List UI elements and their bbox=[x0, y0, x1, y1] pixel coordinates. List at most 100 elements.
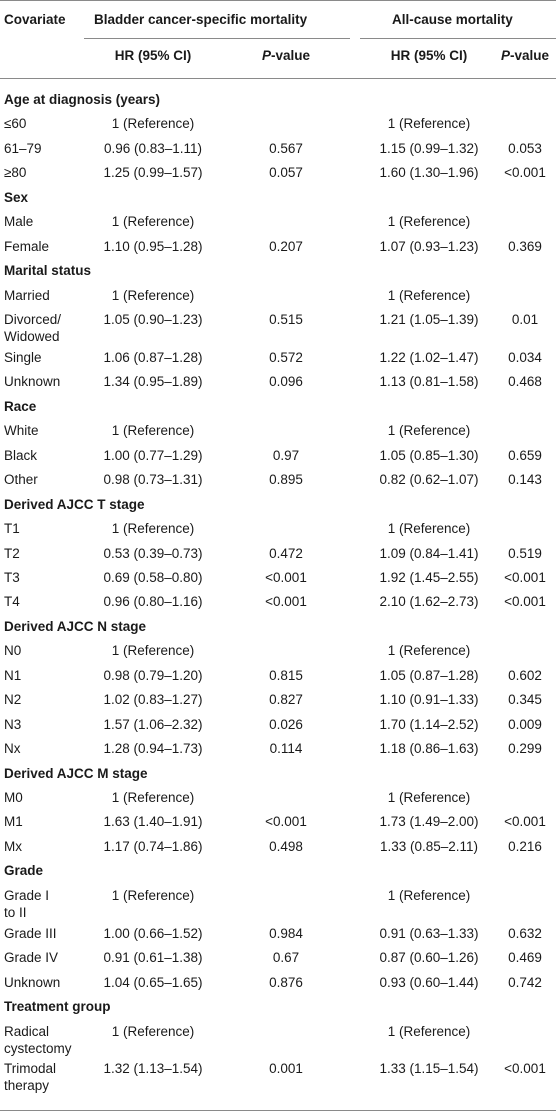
pvalue-allcause: 0.602 bbox=[508, 667, 542, 683]
hr-allcause: 1 (Reference) bbox=[387, 521, 471, 537]
hr-bladder: 1.32 (1.13–1.54) bbox=[103, 1061, 203, 1077]
covariate-label: Married bbox=[4, 287, 50, 303]
pvalue-bladder: 0.572 bbox=[269, 349, 303, 365]
covariate-label: M1 bbox=[4, 814, 23, 830]
covariate-label: T2 bbox=[4, 545, 20, 561]
covariate-label: N2 bbox=[4, 692, 22, 708]
section-label: Derived AJCC T stage bbox=[4, 496, 145, 512]
pvalue-allcause: 0.034 bbox=[508, 349, 542, 365]
covariate-label: Female bbox=[4, 238, 50, 254]
hr-allcause: 1.22 (1.02–1.47) bbox=[379, 349, 479, 365]
hr-bladder: 1 (Reference) bbox=[111, 423, 195, 439]
pvalue-allcause: <0.001 bbox=[504, 814, 546, 830]
covariate-label: N0 bbox=[4, 643, 22, 659]
hr-allcause: 1.05 (0.85–1.30) bbox=[379, 447, 479, 463]
hr-allcause: 1.13 (0.81–1.58) bbox=[379, 374, 479, 390]
pvalue-allcause: 0.299 bbox=[508, 741, 542, 757]
hr-bladder: 1.34 (0.95–1.89) bbox=[103, 374, 203, 390]
hr-allcause: 1.92 (1.45–2.55) bbox=[379, 569, 479, 585]
pvalue-bladder: 0.97 bbox=[272, 447, 300, 463]
pvalue-bladder: <0.001 bbox=[265, 814, 307, 830]
hr-allcause: 1.33 (1.15–1.54) bbox=[379, 1061, 479, 1077]
header-hr-2: HR (95% CI) bbox=[390, 48, 468, 63]
pvalue-allcause: <0.001 bbox=[504, 594, 546, 610]
covariate-label-cont: Widowed bbox=[4, 329, 60, 345]
pvalue-bladder: 0.815 bbox=[269, 667, 303, 683]
hr-bladder: 0.96 (0.83–1.11) bbox=[103, 140, 203, 156]
hr-bladder: 0.98 (0.79–1.20) bbox=[103, 667, 203, 683]
section-label: Age at diagnosis (years) bbox=[4, 92, 161, 107]
group-rule-bladder bbox=[84, 38, 350, 39]
hr-allcause: 1.07 (0.93–1.23) bbox=[379, 238, 479, 254]
hr-bladder: 1.25 (0.99–1.57) bbox=[103, 165, 203, 181]
hr-allcause: 1.10 (0.91–1.33) bbox=[379, 692, 479, 708]
pvalue-allcause: 0.216 bbox=[508, 838, 542, 854]
pvalue-bladder: <0.001 bbox=[265, 569, 307, 585]
hr-bladder: 1 (Reference) bbox=[111, 287, 195, 303]
hr-allcause: 1 (Reference) bbox=[387, 790, 471, 806]
pvalue-bladder: <0.001 bbox=[265, 594, 307, 610]
hr-bladder: 1.06 (0.87–1.28) bbox=[103, 349, 203, 365]
hr-bladder: 1.57 (1.06–2.32) bbox=[103, 716, 203, 732]
hr-allcause: 1.05 (0.87–1.28) bbox=[379, 667, 479, 683]
covariate-label: 61–79 bbox=[4, 140, 42, 156]
hr-allcause: 0.93 (0.60–1.44) bbox=[379, 974, 479, 990]
pvalue-bladder: 0.207 bbox=[269, 238, 303, 254]
pvalue-bladder: 0.498 bbox=[269, 838, 303, 854]
hr-bladder: 1.00 (0.66–1.52) bbox=[103, 925, 203, 941]
covariate-label: Single bbox=[4, 349, 42, 365]
hr-bladder: 1 (Reference) bbox=[111, 790, 195, 806]
hr-allcause: 2.10 (1.62–2.73) bbox=[379, 594, 479, 610]
pvalue-bladder: 0.984 bbox=[269, 925, 303, 941]
pvalue-allcause: 0.369 bbox=[508, 238, 542, 254]
hr-bladder: 0.69 (0.58–0.80) bbox=[103, 569, 203, 585]
hr-allcause: 1.70 (1.14–2.52) bbox=[379, 716, 479, 732]
header-rule bbox=[0, 78, 556, 79]
hr-bladder: 1.02 (0.83–1.27) bbox=[103, 692, 203, 708]
pvalue-allcause: 0.742 bbox=[508, 974, 542, 990]
covariate-label: T1 bbox=[4, 521, 20, 537]
hr-allcause: 0.82 (0.62–1.07) bbox=[379, 472, 479, 488]
hr-allcause: 1.18 (0.86–1.63) bbox=[379, 741, 479, 757]
hr-bladder: 1 (Reference) bbox=[111, 214, 195, 230]
header-group-allcause: All-cause mortality bbox=[392, 12, 513, 27]
hr-bladder: 0.53 (0.39–0.73) bbox=[103, 545, 203, 561]
pvalue-bladder: 0.515 bbox=[269, 312, 303, 328]
pvalue-bladder: 0.895 bbox=[269, 472, 303, 488]
hr-allcause: 1 (Reference) bbox=[387, 1023, 471, 1039]
pvalue-allcause: 0.659 bbox=[508, 447, 542, 463]
covariate-label: White bbox=[4, 423, 39, 439]
pvalue-allcause: 0.468 bbox=[508, 374, 542, 390]
covariate-label: Unknown bbox=[4, 374, 61, 390]
covariate-label: Divorced/ bbox=[4, 312, 62, 328]
covariate-label: T3 bbox=[4, 569, 20, 585]
covariate-label: Mx bbox=[4, 838, 22, 854]
hr-allcause: 0.91 (0.63–1.33) bbox=[379, 925, 479, 941]
hr-bladder: 1.04 (0.65–1.65) bbox=[103, 974, 203, 990]
header-hr-1: HR (95% CI) bbox=[114, 48, 192, 63]
hr-bladder: 0.98 (0.73–1.31) bbox=[103, 472, 203, 488]
pvalue-bladder: 0.114 bbox=[269, 741, 303, 757]
section-label: Sex bbox=[4, 189, 29, 205]
hr-allcause: 1.21 (1.05–1.39) bbox=[379, 312, 479, 328]
pvalue-allcause: 0.053 bbox=[508, 140, 542, 156]
hr-bladder: 1 (Reference) bbox=[111, 643, 195, 659]
pvalue-allcause: <0.001 bbox=[504, 165, 546, 181]
pvalue-bladder: 0.827 bbox=[269, 692, 303, 708]
covariate-label: Male bbox=[4, 214, 34, 230]
hr-allcause: 1.60 (1.30–1.96) bbox=[379, 165, 479, 181]
covariate-label: N3 bbox=[4, 716, 22, 732]
pvalue-bladder: 0.057 bbox=[269, 165, 303, 181]
pvalue-bladder: 0.096 bbox=[269, 374, 303, 390]
pvalue-allcause: 0.143 bbox=[508, 472, 542, 488]
hr-allcause: 0.87 (0.60–1.26) bbox=[379, 950, 479, 966]
hr-bladder: 1.28 (0.94–1.73) bbox=[103, 741, 203, 757]
covariate-label: Black bbox=[4, 447, 38, 463]
top-rule bbox=[0, 0, 556, 1]
hr-bladder: 1 (Reference) bbox=[111, 1023, 195, 1039]
header-covariate: Covariate bbox=[4, 12, 66, 27]
section-label: Treatment group bbox=[4, 999, 111, 1015]
section-label: Derived AJCC N stage bbox=[4, 618, 147, 634]
hr-bladder: 1.00 (0.77–1.29) bbox=[103, 447, 203, 463]
hr-bladder: 1 (Reference) bbox=[111, 116, 195, 132]
